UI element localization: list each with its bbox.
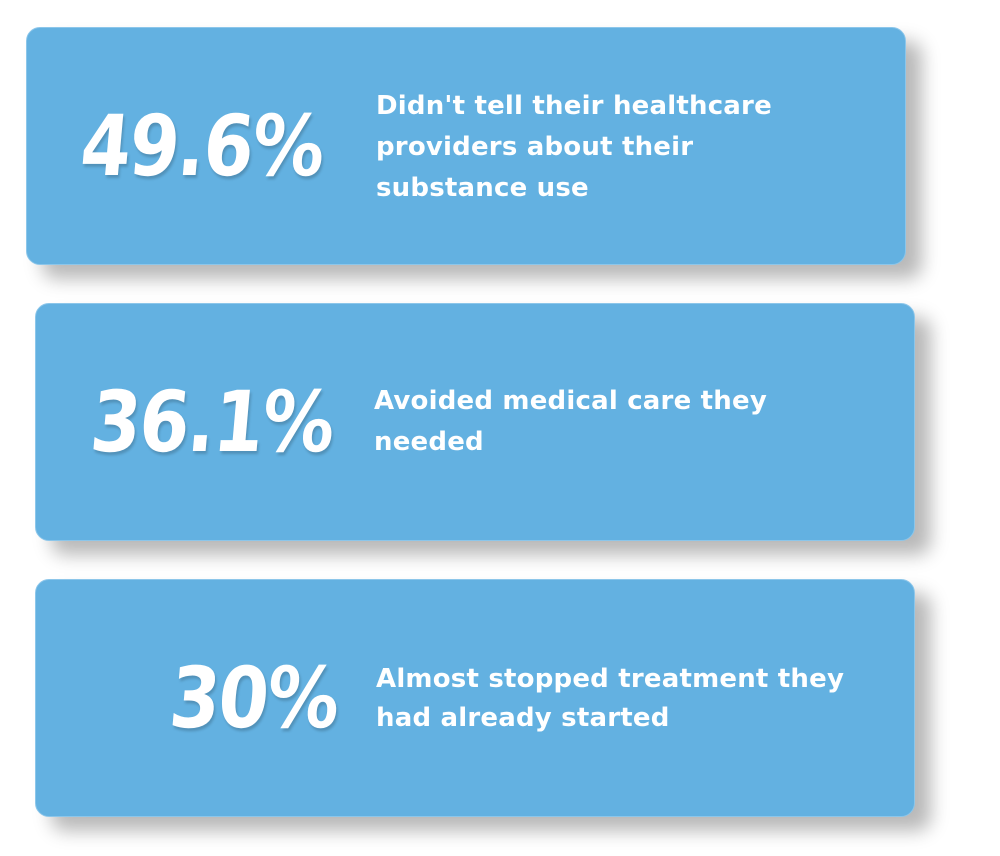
stat-card-3: 30% Almost stopped treatment they had al… <box>35 579 915 817</box>
stat-card-2: 36.1% Avoided medical care they needed <box>35 303 915 541</box>
stat-description: Avoided medical care they needed <box>374 386 767 457</box>
stat-value: 30% <box>165 649 343 747</box>
stat-value: 49.6% <box>76 97 328 195</box>
stat-value: 36.1% <box>86 373 338 471</box>
stat-description: Didn't tell their healthcare providers a… <box>376 91 772 203</box>
stat-card-1: 49.6% Didn't tell their healthcare provi… <box>26 27 906 265</box>
stat-description: Almost stopped treatment they had alread… <box>376 664 845 733</box>
